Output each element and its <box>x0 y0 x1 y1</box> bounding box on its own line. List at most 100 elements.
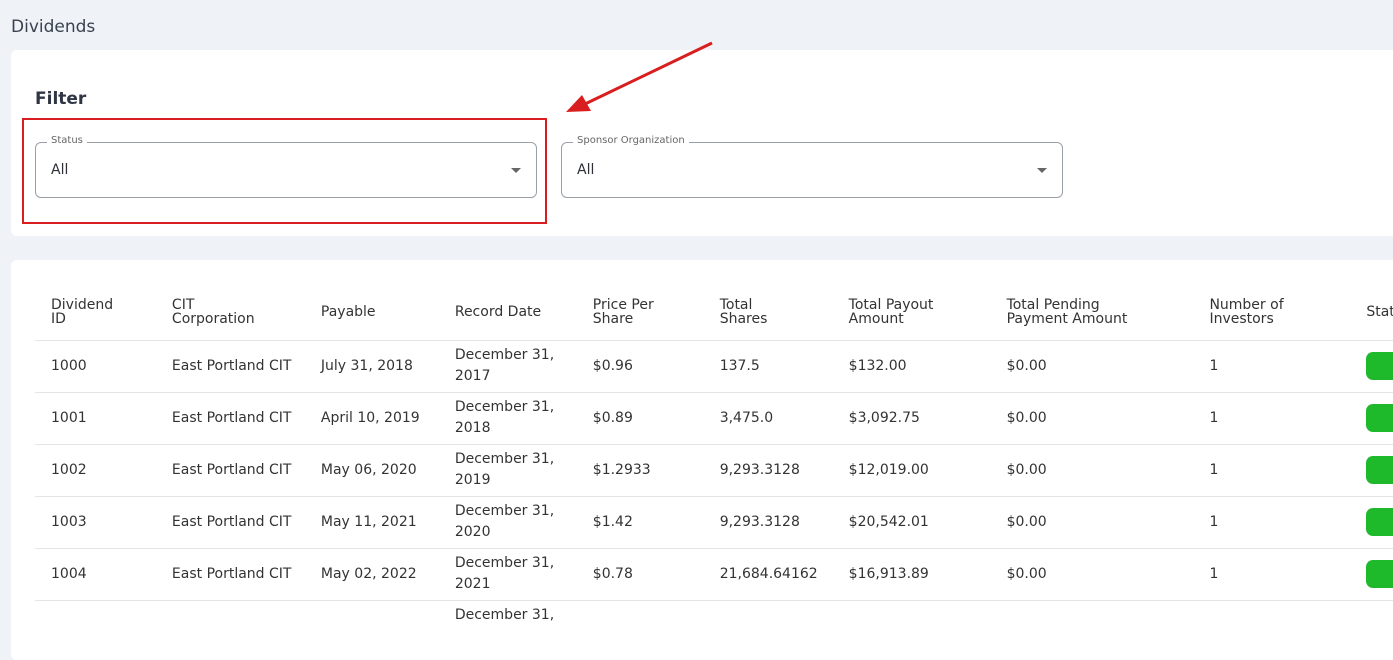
column-header[interactable]: Total Payout Amount <box>833 285 991 340</box>
table-cell <box>35 599 156 652</box>
table-cell: May 06, 2020 <box>304 443 439 496</box>
table-cell: $0.00 <box>990 339 1194 392</box>
table-cell: 1 <box>1193 547 1351 600</box>
table-cell: May 02, 2022 <box>304 547 439 600</box>
table-cell: 1 <box>1193 339 1351 392</box>
column-header[interactable]: Payable <box>305 285 439 340</box>
status-badge[interactable] <box>1366 456 1393 484</box>
table-cell: $3,092.75 <box>832 391 991 444</box>
table-cell: December 31, 2017 <box>438 339 577 392</box>
table-cell: East Portland CIT <box>155 495 305 548</box>
table-cell: December 31, 2018 <box>438 391 577 444</box>
page-title: Dividends <box>11 17 96 37</box>
status-cell <box>1350 547 1393 600</box>
sponsor-organization-select[interactable]: Sponsor Organization All <box>561 135 1063 198</box>
column-header[interactable]: Dividend ID <box>35 285 156 340</box>
table-row[interactable]: 1003 East Portland CIT May 11, 2021 Decembe… <box>35 495 1393 548</box>
table-cell: 1002 <box>35 443 156 496</box>
table-cell <box>1193 599 1351 652</box>
status-badge[interactable] <box>1366 352 1393 380</box>
dropdown-arrow-icon <box>1037 168 1047 173</box>
header-line: Dividend <box>51 297 114 314</box>
column-header[interactable]: Price Per Share <box>577 285 704 340</box>
header-line: Amount <box>848 311 904 328</box>
header-line: Shares <box>719 311 768 328</box>
status-cell <box>1350 495 1393 548</box>
table-row[interactable]: 1001 East Portland CIT April 10, 2019 Decem… <box>35 391 1393 444</box>
cell-line: December 31, <box>454 502 555 519</box>
cell-line: December 31, <box>454 398 555 415</box>
header-line: Total <box>719 297 753 314</box>
table-cell <box>304 599 439 652</box>
status-cell <box>1350 599 1393 652</box>
table-cell: $0.00 <box>990 391 1194 444</box>
table-cell: $0.00 <box>990 547 1194 600</box>
status-badge[interactable] <box>1366 560 1393 588</box>
table-cell: $0.78 <box>576 547 704 600</box>
column-header[interactable]: Record Date <box>439 285 577 340</box>
table-row[interactable]: 1004 East Portland CIT May 02, 2022 Decembe… <box>35 547 1393 600</box>
status-cell <box>1350 443 1393 496</box>
table-cell: 3,475.0 <box>703 391 833 444</box>
table-cell: East Portland CIT <box>155 339 305 392</box>
status-badge[interactable] <box>1366 404 1393 432</box>
cell-line: December 31, <box>454 606 555 623</box>
cell-line: 2018 <box>454 419 491 436</box>
status-value: All <box>51 162 69 178</box>
table-cell: 9,293.3128 <box>703 495 833 548</box>
column-header[interactable]: Status <box>1350 285 1393 340</box>
header-line: Total Pending <box>1006 297 1100 314</box>
header-line: Total Payout <box>848 297 934 314</box>
header-line: Payment Amount <box>1006 311 1128 328</box>
table-cell: 1000 <box>35 339 156 392</box>
dividends-table-card: Dividend ID CIT Corporation Payable Record Da… <box>11 260 1393 660</box>
sponsor-organization-label: Sponsor Organization <box>573 135 689 146</box>
table-cell: East Portland CIT <box>155 391 305 444</box>
header-line: Investors <box>1209 311 1274 328</box>
table-cell: December 31, 2019 <box>438 443 577 496</box>
table-cell: $0.96 <box>576 339 704 392</box>
filter-heading: Filter <box>35 89 87 109</box>
status-select[interactable]: Status All <box>35 135 537 198</box>
table-cell: East Portland CIT <box>155 547 305 600</box>
table-cell: $0.00 <box>990 443 1194 496</box>
table-cell <box>703 599 833 652</box>
table-cell <box>832 599 991 652</box>
table-cell <box>990 599 1194 652</box>
column-header[interactable]: CIT Corporation <box>156 285 305 340</box>
table-cell: 137.5 <box>703 339 833 392</box>
header-line: Share <box>592 311 634 328</box>
table-cell: 1003 <box>35 495 156 548</box>
table-cell: 1 <box>1193 391 1351 444</box>
table-cell: 1004 <box>35 547 156 600</box>
table-cell: $12,019.00 <box>832 443 991 496</box>
header-line: Price Per <box>592 297 654 314</box>
sponsor-organization-value: All <box>577 162 595 178</box>
annotation-arrow-icon <box>566 41 713 112</box>
header-line: Number of <box>1209 297 1284 314</box>
table-cell: April 10, 2019 <box>304 391 439 444</box>
table-cell: $1.2933 <box>576 443 704 496</box>
table-cell: December 31, <box>438 599 577 652</box>
table-cell: 9,293.3128 <box>703 443 833 496</box>
table-cell: May 11, 2021 <box>304 495 439 548</box>
cell-line: 2021 <box>454 575 491 592</box>
filter-card: Filter Status All Sponsor Organization A… <box>11 50 1393 236</box>
table-row[interactable]: 1000 East Portland CIT July 31, 2018 Decemb… <box>35 339 1393 392</box>
column-header[interactable]: Total Shares <box>704 285 833 340</box>
table-cell: July 31, 2018 <box>304 339 439 392</box>
table-cell: East Portland CIT <box>155 443 305 496</box>
column-header[interactable]: Number of Investors <box>1193 285 1350 340</box>
cell-line: 2017 <box>454 367 491 384</box>
table-row[interactable]: December 31, <box>35 599 1393 652</box>
header-line: Status <box>1366 304 1393 321</box>
header-line: Record Date <box>454 304 542 321</box>
status-badge[interactable] <box>1366 508 1393 536</box>
cell-line: 2020 <box>454 523 491 540</box>
table-cell: 21,684.64162 <box>703 547 833 600</box>
column-header[interactable]: Total Pending Payment Amount <box>991 285 1194 340</box>
table-row[interactable]: 1002 East Portland CIT May 06, 2020 Decembe… <box>35 443 1393 496</box>
table-cell: December 31, 2021 <box>438 547 577 600</box>
table-cell: 1 <box>1193 443 1351 496</box>
table-cell: $1.42 <box>576 495 704 548</box>
